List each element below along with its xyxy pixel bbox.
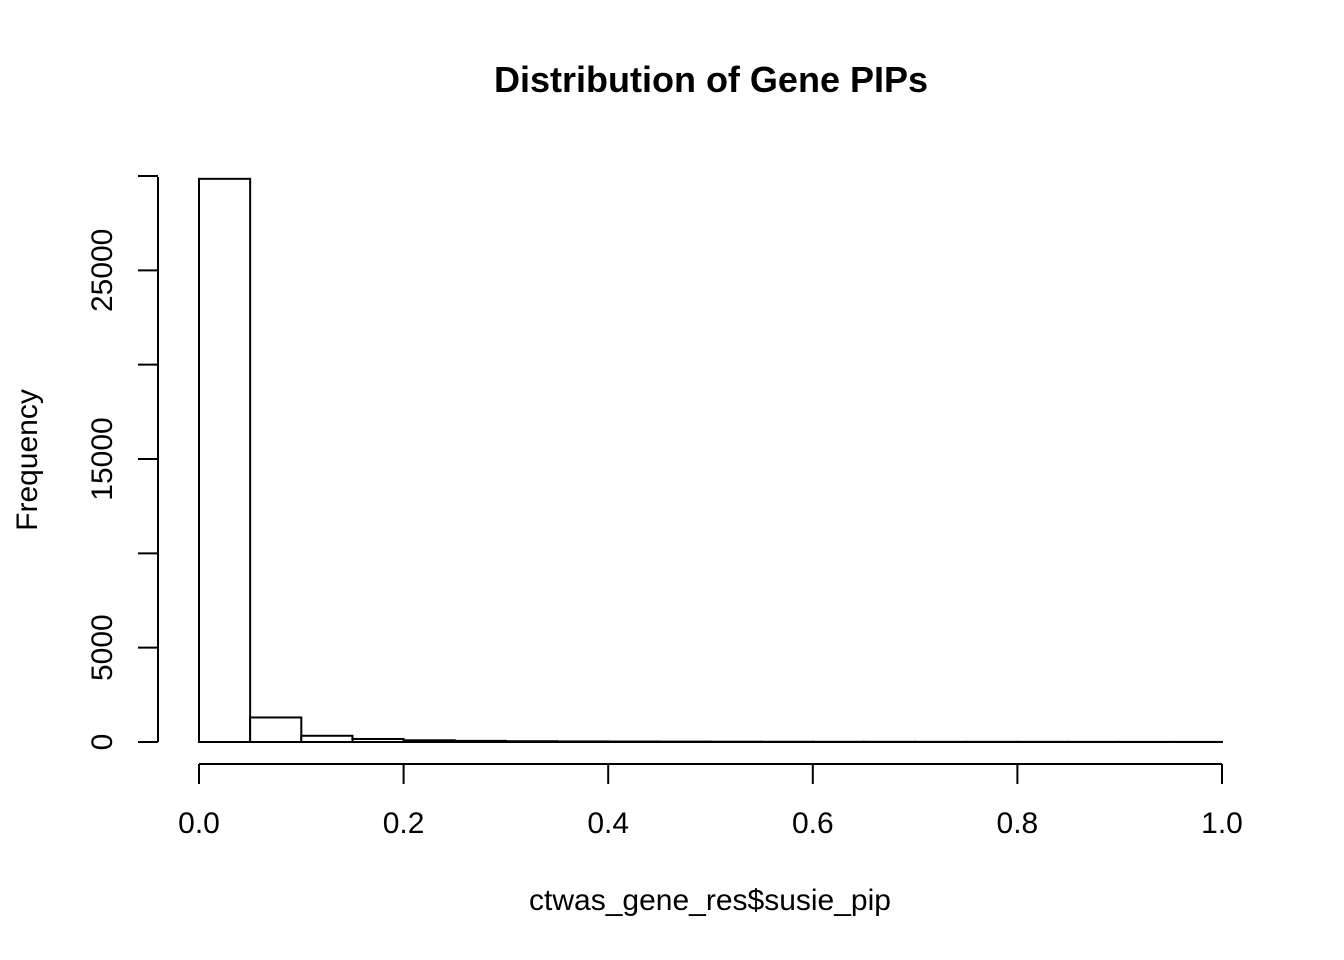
chart-title: Distribution of Gene PIPs: [494, 59, 928, 100]
histogram-bar: [453, 739, 507, 743]
histogram-bar: [556, 740, 610, 744]
x-tick-label: 0.2: [383, 807, 425, 840]
histogram-bar: [504, 740, 559, 744]
y-tick-label: 25000: [86, 229, 119, 312]
x-tick-label: 0.6: [792, 807, 834, 840]
x-tick-label: 0.8: [997, 807, 1039, 840]
y-tick-label: 5000: [86, 614, 119, 681]
histogram-bar: [300, 734, 354, 743]
y-axis-label: Frequency: [11, 389, 44, 531]
x-tick-label: 0.4: [587, 807, 629, 840]
y-tick-label: 15000: [86, 417, 119, 500]
x-tick-label: 0.0: [178, 807, 220, 840]
y-axis: 0 5000 15000 25000: [86, 175, 159, 751]
histogram-bar: [249, 716, 303, 743]
histogram-bar: [351, 737, 405, 743]
x-axis-label: ctwas_gene_res$susie_pip: [529, 884, 891, 917]
histogram-bar: [198, 177, 252, 743]
y-tick-label: 0: [86, 734, 119, 751]
histogram-bar: [402, 739, 456, 744]
x-tick-label: 1.0: [1201, 807, 1243, 840]
x-axis: 0.0 0.2 0.4 0.6 0.8 1.0: [178, 763, 1243, 840]
bars-group: [198, 177, 1223, 744]
